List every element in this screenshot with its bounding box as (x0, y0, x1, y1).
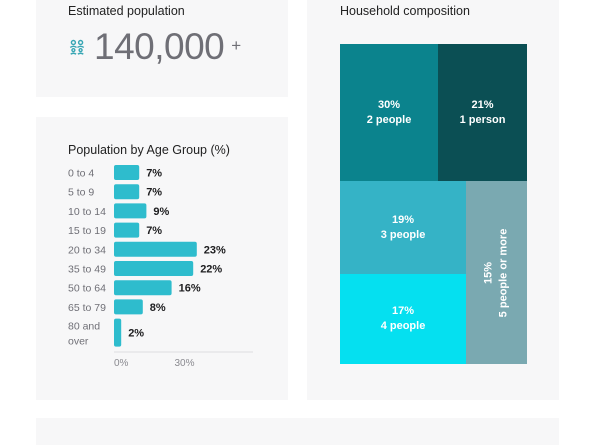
population-title: Estimated population (68, 4, 185, 18)
household-percent: 15% (482, 261, 495, 284)
household-percent: 17% (391, 305, 415, 317)
age-chart-title: Population by Age Group (%) (68, 143, 230, 157)
age-category-label: 15 to 19 (68, 225, 106, 237)
household-percent: 21% (471, 98, 494, 111)
household-tile: 17% 4 people (340, 274, 466, 364)
age-value-label: 23% (204, 244, 226, 256)
household-tile-text: 15% 5 people or more (482, 228, 512, 317)
age-value-label: 7% (146, 168, 162, 180)
age-category-label: 80 and over (68, 321, 100, 348)
age-category-label: 35 to 49 (68, 264, 106, 276)
household-card: Household composition 30% 2 people 21% 1 pe… (307, 0, 559, 400)
age-value-label: 8% (150, 302, 166, 314)
population-card: Estimated population 140,000 + (36, 0, 288, 97)
age-category-label: 0 to 4 (68, 168, 94, 180)
age-bar (114, 261, 194, 276)
age-bar (114, 280, 172, 296)
household-tile: 19% 3 people (340, 181, 466, 274)
age-group-chart: 0 to 4 7% 5 to 9 7% 10 to 14 9% 15 to 19 7% 20 t… (68, 165, 253, 369)
age-category-label: 5 to 9 (68, 187, 94, 199)
age-category-label: 10 to 14 (68, 206, 106, 218)
age-category-label: 50 to 64 (68, 283, 106, 295)
age-category-label: 20 to 34 (68, 244, 106, 256)
age-group-card: Population by Age Group (%) 0 to 4 7% 5 to… (36, 117, 288, 400)
age-bar (114, 318, 122, 347)
household-label: 4 people (380, 320, 426, 332)
household-tile: 21% 1 person (438, 44, 527, 181)
age-x-tick-label: 0% (114, 358, 129, 369)
age-value-label: 22% (200, 264, 222, 276)
age-value-label: 16% (179, 283, 201, 295)
household-percent: 30% (377, 98, 401, 111)
age-value-label: 9% (153, 206, 169, 218)
household-label: 1 person (459, 113, 506, 126)
age-bar (114, 203, 147, 219)
household-label: 5 people or more (497, 228, 510, 317)
age-value-label: 7% (146, 225, 162, 237)
household-title: Household composition (340, 4, 470, 18)
household-tile: 15% 5 people or more (466, 181, 527, 364)
household-percent: 19% (391, 213, 415, 226)
population-row: 140,000 + (68, 26, 241, 68)
people-icon (69, 39, 85, 55)
age-bar (114, 165, 140, 180)
population-suffix: + (231, 36, 242, 55)
age-value-label: 2% (128, 328, 144, 340)
age-value-label: 7% (146, 187, 162, 199)
age-bar (114, 184, 140, 200)
age-bar (114, 299, 143, 315)
age-category-label: 65 to 79 (68, 302, 106, 314)
population-value: 140,000 (94, 26, 225, 67)
age-x-tick-label: 30% (174, 358, 194, 369)
household-label: 2 people (366, 113, 412, 126)
age-bar (114, 222, 140, 238)
age-bar (114, 241, 197, 257)
household-tile: 30% 2 people (340, 44, 438, 181)
household-label: 3 people (380, 228, 426, 241)
bottom-card (36, 418, 559, 445)
